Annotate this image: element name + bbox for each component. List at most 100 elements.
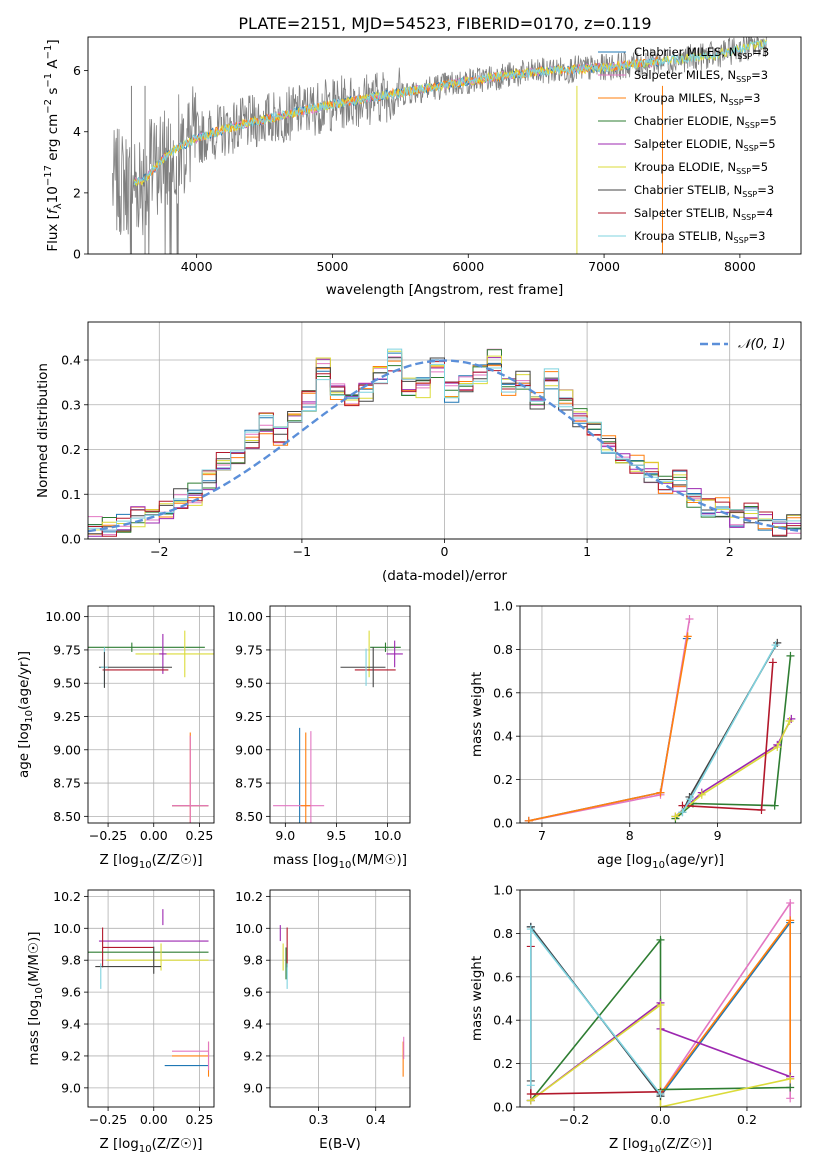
series-marker-salpeter_stelib: [768, 658, 777, 667]
series-marker-chabrier_elodie: [770, 801, 779, 810]
x-tick-label: 8000: [724, 259, 756, 274]
y-tick-label: 9.50: [235, 676, 263, 691]
label-part: Flux [: [45, 214, 61, 252]
label-part: =4: [756, 206, 773, 220]
y-tick-label: 9.0: [243, 1080, 263, 1095]
label-part: SSP: [734, 236, 749, 245]
mass_vs_Z-frame: [87, 889, 215, 1108]
y-tick-label: 0.1: [61, 487, 81, 502]
mass_vs_Z-errorbars: [88, 909, 210, 1077]
x-tick-label: 9.0: [275, 828, 295, 843]
label-part: −1: [43, 73, 54, 88]
x-tick-label: −2: [150, 544, 168, 559]
y-tick-label: 10.0: [235, 921, 263, 936]
y-tick-label: 0.6: [493, 685, 513, 700]
weight_vs_Z-series: [526, 899, 795, 1107]
legend-entry-kroupa_stelib: Kroupa STELIB, NSSP=3: [634, 229, 765, 245]
label-part: (M/M☉)]: [351, 852, 407, 868]
x-tick-label: 7: [538, 828, 546, 843]
legend-entry-chabrier_elodie: Chabrier ELODIE, NSSP=5: [634, 114, 777, 130]
weight_vs_Z-ylabel: mass weight: [469, 956, 485, 1041]
age_vs_mass-axes: 9.0 9.5 10.0 8.50 8.75 9.00 9.25 9.50 9.75 10.00: [227, 606, 410, 843]
label-part: (M/M☉)]: [26, 931, 42, 987]
x-tick-label: 5000: [317, 259, 349, 274]
label-part: =3: [744, 91, 761, 105]
age_vs_Z-axes: −0.25 0.00 0.25 8.50 8.75 9.00 9.25 9.50 9.75 10.…: [45, 606, 214, 843]
x-tick-label: 2: [726, 544, 734, 559]
y-tick-label: 9.50: [53, 676, 81, 691]
label-part: −1: [43, 45, 54, 60]
series-marker-kroupa_stelib: [771, 641, 780, 650]
residuals-frame: [87, 321, 802, 540]
y-tick-label: 9.25: [235, 709, 263, 724]
y-tick-label: 9.6: [243, 985, 263, 1000]
label-part: =3: [752, 45, 769, 59]
mass_vs_ebv-xlabel: E(B-V): [319, 1136, 361, 1152]
x-tick-label: 0.25: [185, 1112, 213, 1127]
series-marker-kroupa_stelib: [678, 808, 687, 817]
series-marker-kroupa_elodie: [671, 812, 680, 821]
y-tick-label: 9.00: [53, 742, 81, 757]
x-tick-label: 7000: [588, 259, 620, 274]
x-tick-label: 9: [714, 828, 722, 843]
label-part: age [log: [597, 852, 652, 868]
y-tick-label: 2: [73, 185, 81, 200]
series-line-kroupa_elodie: [530, 1003, 791, 1107]
residuals-ylabel: Normed distribution: [35, 363, 51, 498]
label-part: 10: [339, 860, 352, 871]
series-marker-kroupa_elodie: [656, 1103, 665, 1107]
mass_vs_ebv-frame: [269, 889, 411, 1108]
legend-entry-salpeter_stelib: Salpeter STELIB, NSSP=4: [634, 206, 773, 222]
label-part: (age/yr)]: [665, 852, 724, 868]
label-part: SSP: [742, 190, 757, 199]
mass_vs_ebv-axes: 0.3 0.4 9.0 9.2 9.4 9.6 9.8 10.0 10.2: [235, 889, 410, 1127]
label-part: SSP: [744, 144, 759, 153]
legend-entry-kroupa_elodie: Kroupa ELODIE, NSSP=5: [634, 160, 768, 176]
histogram-kroupa_stelib: [88, 348, 801, 531]
mass_vs_Z-ylabel: mass [log10(M/M☉)]: [26, 931, 45, 1065]
y-tick-label: 0.4: [493, 729, 513, 744]
label-part: =3: [749, 229, 766, 243]
x-tick-label: −1: [293, 544, 311, 559]
x-tick-label: −0.25: [89, 1112, 127, 1127]
x-tick-label: 1: [583, 544, 591, 559]
age_vs_Z-xlabel: Z [log10(Z/Z☉)]: [99, 852, 202, 871]
x-tick-label: −0.25: [89, 828, 127, 843]
y-tick-label: 9.8: [61, 953, 81, 968]
age_vs_Z-errorbars: [88, 630, 214, 823]
series-marker-kroupa_miles: [656, 788, 665, 797]
x-tick-label: 0.3: [309, 1112, 329, 1127]
y-tick-label: 1.0: [493, 599, 513, 614]
y-tick-label: 1.0: [493, 883, 513, 898]
residual-histograms: [88, 348, 801, 537]
y-tick-label: 10.00: [227, 609, 263, 624]
y-tick-label: 0.0: [493, 1100, 513, 1115]
data-spectrum-line: [112, 37, 767, 254]
label-part: A: [45, 59, 61, 73]
y-tick-label: 0.8: [493, 926, 513, 941]
y-tick-label: 10.2: [53, 889, 81, 904]
label-part: =5: [759, 137, 776, 151]
label-part: 10: [652, 860, 665, 871]
label-part: 10: [139, 1144, 152, 1155]
label-part: ]: [45, 39, 61, 44]
label-part: Kroupa ELODIE, N: [634, 160, 736, 174]
series-marker-kroupa_elodie: [786, 1074, 795, 1083]
label-part: 10: [24, 710, 35, 723]
y-tick-label: 9.0: [61, 1080, 81, 1095]
series-marker-kroupa_stelib: [656, 1089, 665, 1098]
series-marker-kroupa_stelib: [686, 795, 695, 804]
y-tick-label: 9.8: [243, 953, 263, 968]
label-part: 10: [34, 987, 45, 1000]
label-part: erg cm: [45, 114, 61, 165]
y-tick-label: 0.0: [61, 532, 81, 547]
x-tick-label: 0.2: [737, 1112, 757, 1127]
series-line-chabrier_elodie: [674, 655, 792, 820]
label-part: Z [log: [99, 1136, 138, 1152]
spectrum-axes: 4000 5000 6000 7000 8000 0 2 4 6: [73, 63, 756, 274]
age_vs_mass-errorbars: [273, 630, 403, 823]
spectrum-frame: [87, 36, 802, 255]
x-tick-label: 6000: [452, 259, 484, 274]
label-part: (Z/Z☉)]: [152, 1136, 203, 1152]
label-part: Chabrier ELODIE, N: [634, 114, 745, 128]
